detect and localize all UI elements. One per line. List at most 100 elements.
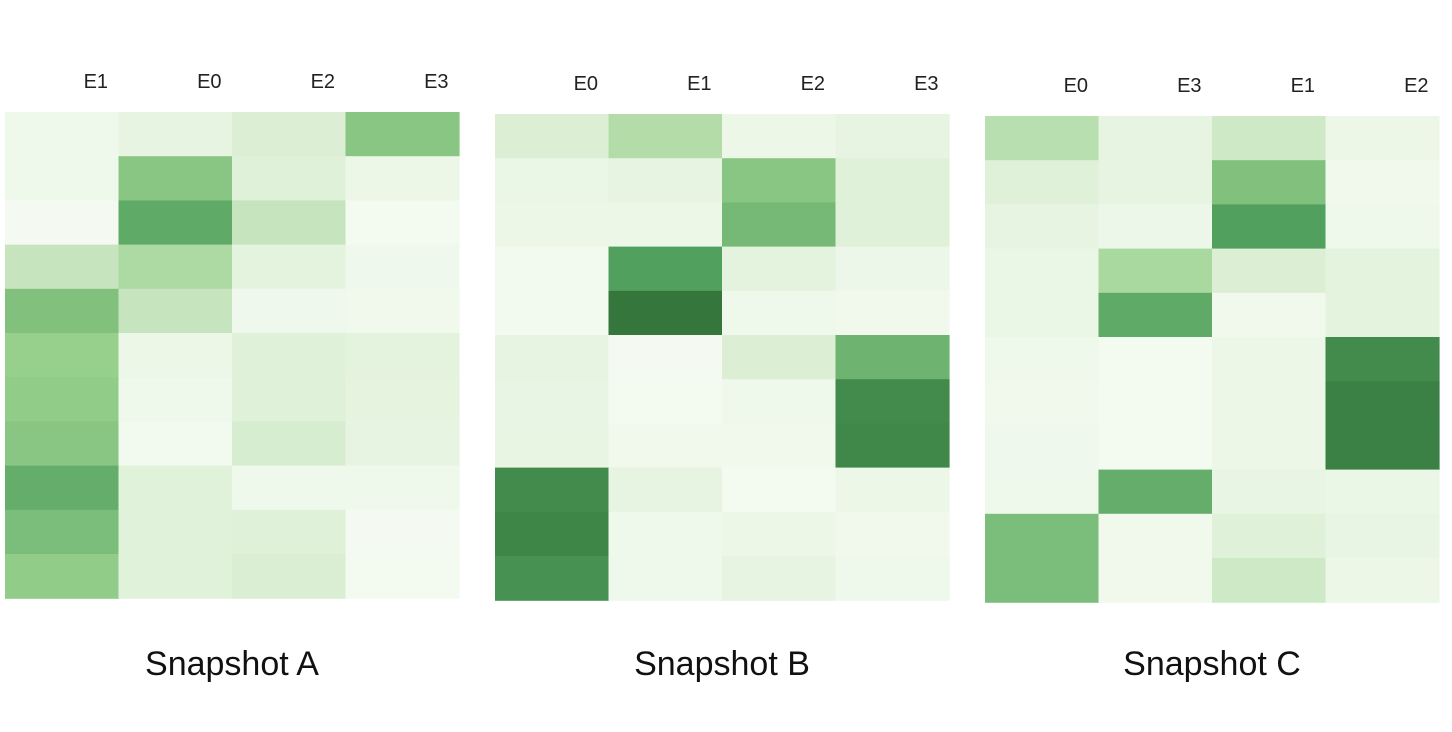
heatmap-cell <box>495 246 610 292</box>
heatmap-cell <box>1212 116 1327 161</box>
heatmap-cell <box>118 333 233 378</box>
heatmap-cell <box>1325 469 1440 515</box>
heatmap-cell <box>1325 204 1440 250</box>
column-label: E1 <box>687 73 711 95</box>
heatmap-cell <box>1098 160 1213 205</box>
heatmap-cell <box>495 423 610 469</box>
heatmap-cell <box>1212 469 1327 515</box>
heatmap-cell <box>608 511 723 557</box>
heatmap-cell <box>985 469 1100 515</box>
heatmap-panel: E1 E0 E2 E3 Snapshot A <box>5 71 460 683</box>
heatmap-cell <box>5 244 120 290</box>
heatmap-cell <box>345 288 460 334</box>
heatmap-cell <box>985 381 1100 426</box>
heatmap-cell <box>232 288 347 334</box>
heatmap-cell <box>722 290 837 336</box>
heatmap-cell <box>118 554 233 599</box>
heatmap-cell <box>985 513 1100 559</box>
heatmap-cell <box>1325 381 1440 426</box>
heatmap-cell <box>835 556 950 601</box>
heatmap-cell <box>232 421 347 467</box>
heatmap-cell <box>345 554 460 599</box>
heatmap-cell <box>1325 116 1440 161</box>
heatmap-cell <box>722 423 837 469</box>
column-label: E1 <box>84 71 108 93</box>
column-label: E3 <box>424 71 448 93</box>
heatmap-cell <box>495 556 610 601</box>
heatmap-cell <box>835 335 950 380</box>
heatmap-cell <box>5 288 120 334</box>
column-label: E3 <box>1177 75 1201 97</box>
heatmap-cell <box>1212 160 1327 205</box>
heatmap-cell <box>495 467 610 513</box>
heatmap-cell <box>5 377 120 422</box>
heatmap-cell <box>835 290 950 336</box>
heatmap-cell <box>835 158 950 203</box>
heatmap-cell <box>1212 248 1327 294</box>
heatmap-cell <box>985 425 1100 471</box>
heatmap-cell <box>345 421 460 467</box>
heatmap-cell <box>5 421 120 467</box>
heatmap-cell <box>118 200 233 246</box>
heatmap-cell <box>345 112 460 157</box>
column-label: E0 <box>1064 75 1088 97</box>
heatmap-cell <box>1212 425 1327 471</box>
heatmap-cell <box>495 158 610 203</box>
heatmap-cell <box>232 333 347 378</box>
heatmap-cell <box>345 156 460 201</box>
heatmap-cell <box>118 112 233 157</box>
heatmap-cell <box>1098 248 1213 294</box>
heatmap-cell <box>345 377 460 422</box>
heatmap-cell <box>1098 337 1213 382</box>
heatmap-panel: E0 E3 E1 E2 Snapshot C <box>985 75 1440 683</box>
heatmap-cell <box>1325 425 1440 471</box>
heatmap-cell <box>495 379 610 424</box>
heatmap-cell <box>345 509 460 555</box>
heatmap-cell <box>1098 116 1213 161</box>
heatmap-cell <box>118 156 233 201</box>
heatmap-cell <box>722 246 837 292</box>
heatmap-cell <box>345 200 460 246</box>
heatmap-cell <box>232 554 347 599</box>
heatmap-cell <box>608 290 723 336</box>
heatmap-cell <box>835 114 950 159</box>
heatmap-cell <box>5 112 120 157</box>
heatmap-cell <box>495 335 610 380</box>
heatmap-cell <box>232 156 347 201</box>
heatmap-cell <box>1325 337 1440 382</box>
heatmap-cell <box>495 511 610 557</box>
heatmap-cell <box>722 467 837 513</box>
heatmap-cell <box>495 114 610 159</box>
heatmap-cell <box>985 248 1100 294</box>
heatmap-cell <box>985 337 1100 382</box>
heatmap-cell <box>5 156 120 201</box>
heatmap-cell <box>722 511 837 557</box>
column-label: E1 <box>1291 75 1315 97</box>
heatmap-cell <box>1212 337 1327 382</box>
column-label: E2 <box>801 73 825 95</box>
heatmap-cell <box>835 246 950 292</box>
column-label: E2 <box>1404 75 1428 97</box>
heatmap-cell <box>232 200 347 246</box>
heatmap-cell <box>495 202 610 248</box>
heatmap-cell <box>608 556 723 601</box>
heatmap-cell <box>5 554 120 599</box>
heatmap-cell <box>608 423 723 469</box>
heatmap-cell <box>345 333 460 378</box>
heatmap-cell <box>1098 513 1213 559</box>
heatmap-cell <box>118 509 233 555</box>
heatmap-cell <box>1098 425 1213 471</box>
heatmap-cell <box>345 244 460 290</box>
heatmap-cell <box>232 112 347 157</box>
heatmap-cell <box>985 292 1100 338</box>
column-label: E0 <box>197 71 221 93</box>
heatmap-cell <box>985 116 1100 161</box>
heatmap-cell <box>1212 558 1327 603</box>
heatmap-cell <box>722 202 837 248</box>
heatmap-cell <box>5 333 120 378</box>
heatmap-cell <box>1325 248 1440 294</box>
heatmap-cell <box>118 421 233 467</box>
heatmap-cell <box>5 465 120 511</box>
heatmap-cell <box>1325 513 1440 559</box>
